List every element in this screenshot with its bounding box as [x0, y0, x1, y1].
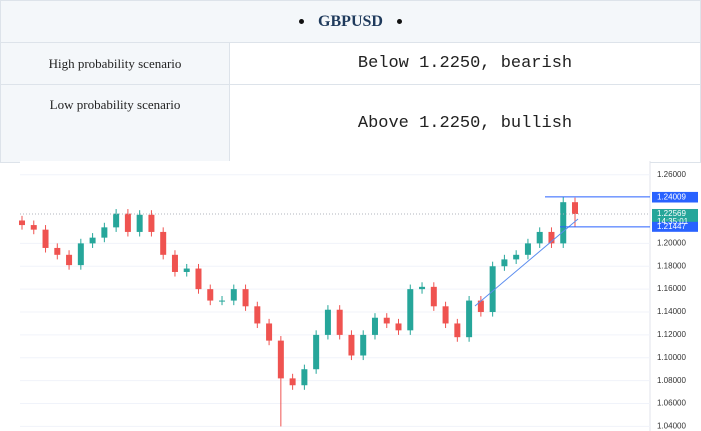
- candle-body: [289, 378, 296, 386]
- plot-bg: [20, 161, 650, 431]
- label-cell: High probability scenario: [0, 42, 230, 85]
- candle-body: [66, 254, 73, 266]
- candle-body: [548, 231, 555, 244]
- candle-body: [124, 213, 131, 232]
- y-tick-label: 1.26000: [657, 170, 686, 179]
- y-tick-label: 1.06000: [657, 399, 686, 408]
- candle-body: [360, 334, 367, 356]
- price-label: 1.21447: [657, 222, 686, 231]
- candle-body: [348, 334, 355, 356]
- candle-body: [195, 268, 202, 290]
- y-tick-label: 1.04000: [657, 422, 686, 431]
- candle-body: [407, 289, 414, 331]
- y-tick-label: 1.10000: [657, 353, 686, 362]
- candle-body: [42, 229, 49, 248]
- price-label: 1.22569: [657, 209, 686, 218]
- price-label: 1.24009: [657, 193, 686, 202]
- candle-body: [30, 225, 37, 230]
- candle-body: [313, 334, 320, 370]
- candle-body: [219, 300, 226, 302]
- value-cell: Below 1.2250, bearish: [229, 42, 701, 85]
- candle-body: [430, 286, 437, 307]
- candle-body: [207, 289, 214, 301]
- candle-body: [560, 202, 567, 244]
- candle-body: [148, 214, 155, 232]
- candle-body: [419, 286, 426, 290]
- candle-body: [524, 243, 531, 255]
- table-title: GBPUSD: [318, 12, 383, 30]
- candle-body: [89, 237, 96, 244]
- candle-body: [454, 323, 461, 338]
- y-tick-label: 1.20000: [657, 238, 686, 247]
- y-tick-label: 1.16000: [657, 284, 686, 293]
- candle-body: [54, 247, 61, 255]
- candle-body: [466, 300, 473, 338]
- candle-body: [266, 323, 273, 341]
- candle-body: [277, 340, 284, 379]
- candle-body: [171, 254, 178, 272]
- candle-body: [301, 369, 308, 386]
- candle-body: [324, 309, 331, 335]
- candle-body: [183, 268, 190, 272]
- candle-body: [489, 266, 496, 313]
- candle-body: [536, 231, 543, 244]
- candle-body: [513, 254, 520, 260]
- candle-body: [19, 220, 25, 226]
- candle-body: [230, 289, 237, 301]
- value-cell: Above 1.2250, bullish: [229, 84, 701, 163]
- countdown: 14:35:01: [657, 217, 689, 226]
- price-label-box: [652, 221, 698, 232]
- title-cell: GBPUSD: [0, 0, 701, 43]
- y-tick-label: 1.08000: [657, 376, 686, 385]
- price-label-box: [652, 192, 698, 203]
- label-cell: Low probability scenario: [0, 84, 230, 163]
- candle-body: [477, 300, 484, 313]
- candle-body: [442, 306, 449, 324]
- scenario-table: GBPUSD High probability scenario Below 1.…: [0, 0, 701, 163]
- candle-body: [254, 306, 261, 324]
- y-tick-label: 1.12000: [657, 330, 686, 339]
- candle-body: [113, 213, 120, 228]
- trend-line: [474, 218, 579, 307]
- candle-body: [336, 309, 343, 335]
- candle-body: [136, 214, 143, 232]
- candle-body: [395, 323, 402, 331]
- y-tick-label: 1.14000: [657, 307, 686, 316]
- candle-body: [101, 227, 108, 238]
- candle-body: [160, 231, 167, 255]
- candle-body: [242, 289, 249, 307]
- y-tick-label: 1.18000: [657, 261, 686, 270]
- candle-body: [371, 317, 378, 335]
- candle-body: [501, 259, 508, 267]
- candle-body: [77, 243, 84, 266]
- candle-body: [383, 317, 390, 324]
- chart: 1.26000 1.20000 1.18000 1.16000 1.14000 1.120…: [19, 161, 698, 431]
- candle-body: [572, 202, 578, 214]
